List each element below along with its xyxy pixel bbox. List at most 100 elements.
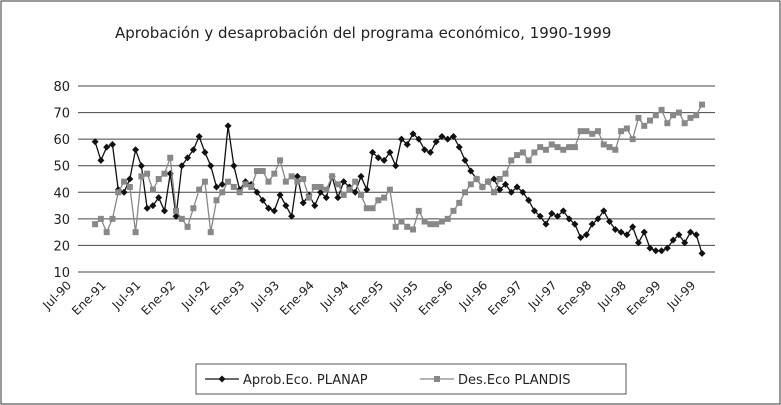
square-marker — [647, 117, 653, 124]
square-marker — [121, 178, 128, 185]
square-marker — [225, 178, 232, 185]
diamond-marker — [322, 194, 330, 202]
diamond-marker — [629, 223, 637, 231]
diamond-marker — [548, 210, 556, 218]
diamond-marker — [594, 215, 602, 223]
square-marker — [138, 173, 145, 180]
legend-marker — [218, 375, 226, 383]
square-marker — [571, 144, 578, 151]
diamond-marker — [513, 183, 521, 191]
y-tick-label: 10 — [53, 266, 70, 281]
square-marker — [282, 178, 289, 185]
square-marker — [589, 130, 596, 137]
diamond-marker — [646, 244, 654, 252]
diamond-marker — [467, 167, 475, 175]
diamond-marker — [351, 188, 359, 196]
diamond-marker — [559, 207, 567, 215]
square-marker — [381, 194, 388, 201]
diamond-marker — [617, 228, 625, 236]
legend-marker — [434, 376, 440, 382]
chart-title: Aprobación y desaprobación del programa … — [115, 24, 611, 42]
square-marker — [352, 178, 359, 185]
square-marker — [496, 176, 503, 182]
diamond-marker — [334, 194, 342, 202]
y-tick-label: 70 — [53, 107, 70, 122]
square-marker — [485, 178, 492, 185]
diamond-marker — [658, 247, 666, 255]
diamond-marker — [577, 233, 585, 241]
y-tick-label: 80 — [53, 80, 70, 95]
square-marker — [144, 170, 151, 177]
diamond-marker — [120, 188, 128, 196]
square-marker — [537, 144, 544, 151]
square-marker — [473, 176, 480, 182]
square-marker — [294, 178, 301, 185]
diamond-marker — [397, 135, 405, 143]
diamond-marker — [213, 183, 220, 191]
square-marker — [277, 157, 284, 164]
square-marker — [265, 178, 272, 185]
square-marker — [583, 128, 590, 135]
square-marker — [525, 157, 532, 164]
diamond-marker — [600, 207, 608, 215]
y-tick-label: 30 — [53, 213, 70, 228]
diamond-marker — [426, 148, 434, 156]
diamond-marker — [218, 180, 226, 188]
diamond-marker — [652, 247, 660, 255]
diamond-marker — [178, 162, 186, 170]
square-marker — [606, 144, 613, 151]
diamond-marker — [611, 225, 619, 233]
square-marker — [386, 186, 393, 193]
series-line — [94, 125, 703, 254]
diamond-marker — [392, 162, 400, 170]
square-marker — [248, 183, 255, 190]
square-marker — [433, 221, 440, 228]
legend-label: Aprob.Eco. PLANAP — [243, 373, 368, 388]
diamond-marker — [461, 156, 469, 164]
diamond-marker — [502, 180, 509, 188]
square-marker — [444, 215, 451, 222]
diamond-marker — [299, 199, 307, 207]
diamond-marker — [519, 188, 527, 196]
square-marker — [213, 197, 220, 204]
square-marker — [612, 146, 619, 153]
square-marker — [173, 207, 180, 214]
square-marker — [554, 144, 561, 151]
diamond-marker — [490, 175, 498, 183]
square-marker — [664, 120, 671, 127]
square-marker — [542, 146, 549, 153]
diamond-marker — [282, 202, 290, 210]
square-marker — [675, 109, 682, 116]
diamond-marker — [340, 178, 348, 186]
square-marker — [641, 122, 648, 129]
diamond-marker — [571, 220, 579, 228]
legend-box — [195, 363, 627, 395]
square-marker — [334, 181, 341, 188]
diamond-marker — [108, 140, 116, 148]
diamond-marker — [143, 204, 151, 212]
square-marker — [392, 223, 399, 230]
diamond-marker — [565, 215, 573, 223]
square-marker — [514, 152, 521, 159]
square-marker — [456, 199, 463, 206]
diamond-marker — [536, 212, 544, 220]
diamond-marker — [189, 146, 197, 154]
square-marker — [340, 191, 347, 198]
diamond-marker — [369, 148, 377, 156]
diamond-marker — [293, 172, 301, 180]
diamond-marker — [669, 236, 677, 244]
square-marker — [438, 218, 445, 225]
square-marker — [502, 170, 509, 177]
square-marker — [410, 226, 417, 233]
square-marker — [271, 170, 278, 177]
square-marker — [288, 173, 295, 180]
square-marker — [508, 157, 515, 164]
square-marker — [242, 181, 249, 188]
square-marker — [363, 205, 370, 212]
square-marker — [519, 149, 526, 156]
diamond-marker — [634, 239, 642, 247]
diamond-marker — [149, 202, 157, 210]
square-marker — [375, 197, 382, 204]
square-marker — [421, 218, 428, 225]
